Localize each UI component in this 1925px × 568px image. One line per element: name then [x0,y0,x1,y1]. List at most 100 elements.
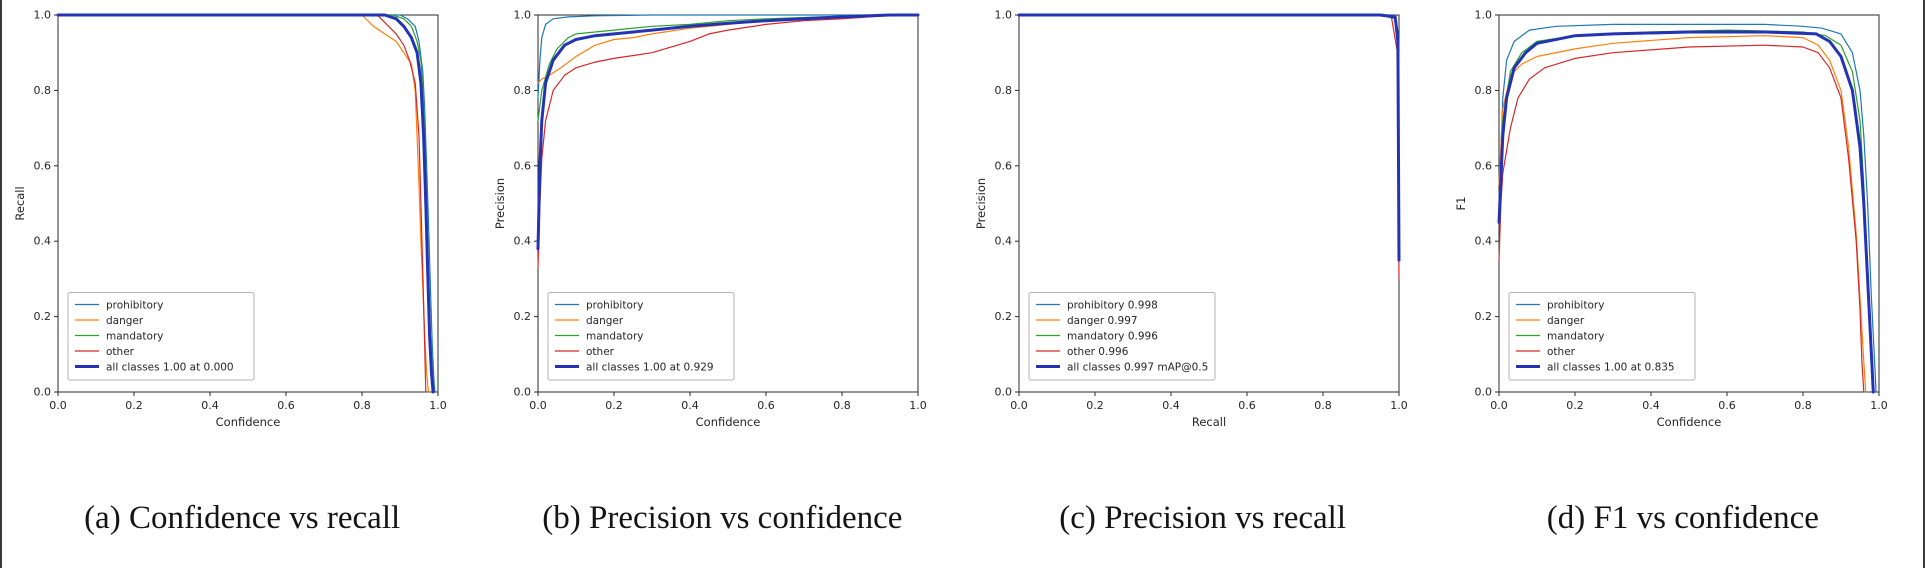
series-line-other [537,14,919,269]
series-line-all-classes-1-00-at-0-835 [1497,30,1875,394]
y-tick-label: 0.8 [994,84,1012,97]
series-line-prohibitory [537,14,919,99]
y-tick-label: 0.0 [994,386,1012,399]
series-line-all-classes-1-00-at-0-000 [56,13,435,394]
legend-label-danger: danger [106,315,144,327]
y-axis-label: F1 [1454,197,1468,211]
legend-label-mandatory-0-996: mandatory 0.996 [1067,330,1158,342]
x-tick-label: 1.0 [910,399,928,412]
y-tick-label: 0.8 [514,84,532,97]
legend-label-other: other [586,346,615,358]
legend-label-all-classes-1-00-at-0-000: all classes 1.00 at 0.000 [106,361,234,373]
y-tick-label: 0.4 [994,235,1012,248]
x-axis-label: Confidence [696,415,761,429]
y-tick-label: 1.0 [994,9,1012,22]
y-tick-label: 0.8 [34,84,52,97]
x-tick-label: 0.6 [277,399,295,412]
x-tick-label: 0.2 [1566,399,1584,412]
y-tick-label: 0.2 [1474,310,1492,323]
x-axis-label: Confidence [1656,415,1721,429]
y-tick-label: 0.2 [34,310,52,323]
y-axis-label: Recall [13,186,27,220]
legend: prohibitory 0.998 danger 0.997 mandatory 0… [1028,292,1215,381]
precision-vs-recall-chart: 0.0 0.2 0.4 0.6 0.8 1.0 0.0 0.2 0.4 0.6 0.8 1.0 Reca… [974,9,1408,430]
legend-label-danger: danger [586,315,624,327]
charts-row: 0.0 0.2 0.4 0.6 0.8 1.0 0.0 0.2 0.4 0.6 0.8 1.0 Conf… [2,6,1923,434]
legend-label-mandatory: mandatory [106,330,164,342]
y-tick-label: 0.2 [514,310,532,323]
x-tick-label: 0.0 [530,399,548,412]
series-line-mandatory [537,14,919,122]
x-tick-label: 0.8 [353,399,371,412]
legend: prohibitory danger mandatory other all class… [1508,292,1696,381]
x-tick-label: 0.4 [1162,399,1180,412]
y-tick-label: 1.0 [34,9,52,22]
recall-vs-confidence-chart: 0.0 0.2 0.4 0.6 0.8 1.0 0.0 0.2 0.4 0.6 0.8 1.0 Conf… [13,9,447,430]
x-tick-label: 0.4 [682,399,700,412]
caption-b: (b) Precision vs confidence [542,500,903,536]
x-axis-label: Confidence [216,415,281,429]
chart-panel-precision-vs-confidence: 0.0 0.2 0.4 0.6 0.8 1.0 0.0 0.2 0.4 0.6 0.8 1.0 Conf… [482,6,962,434]
f1-vs-confidence-chart: 0.0 0.2 0.4 0.6 0.8 1.0 0.0 0.2 0.4 0.6 0.8 1.0 Conf… [1454,9,1888,430]
legend-label-all-classes-1-00-at-0-929: all classes 1.00 at 0.929 [586,361,714,373]
y-tick-label: 0.0 [514,386,532,399]
legend-box [1028,292,1215,381]
plot-area: 0.0 0.2 0.4 0.6 0.8 1.0 0.0 0.2 0.4 0.6 0.8 1.0 Reca… [974,9,1408,430]
caption-c: (c) Precision vs recall [1059,500,1347,536]
x-tick-label: 1.0 [1870,399,1888,412]
legend-label-prohibitory: prohibitory [1547,299,1604,311]
x-axis-label: Recall [1191,415,1225,429]
y-tick-label: 0.4 [34,235,52,248]
x-tick-label: 0.8 [834,399,852,412]
x-tick-label: 0.2 [1086,399,1104,412]
y-tick-label: 0.6 [514,159,532,172]
chart-panel-f1-vs-confidence: 0.0 0.2 0.4 0.6 0.8 1.0 0.0 0.2 0.4 0.6 0.8 1.0 Conf… [1443,6,1923,434]
y-tick-label: 0.2 [994,310,1012,323]
y-tick-label: 0.6 [994,159,1012,172]
y-axis-label: Precision [493,178,507,229]
legend-label-danger-0-997: danger 0.997 [1067,315,1138,327]
chart-panel-precision-vs-recall: 0.0 0.2 0.4 0.6 0.8 1.0 0.0 0.2 0.4 0.6 0.8 1.0 Reca… [963,6,1443,434]
y-tick-label: 0.6 [34,159,52,172]
legend-label-prohibitory: prohibitory [586,299,643,311]
chart-panel-confidence-vs-recall: 0.0 0.2 0.4 0.6 0.8 1.0 0.0 0.2 0.4 0.6 0.8 1.0 Conf… [2,6,482,434]
plot-area: 0.0 0.2 0.4 0.6 0.8 1.0 0.0 0.2 0.4 0.6 0.8 1.0 Conf… [493,9,927,430]
caption-a: (a) Confidence vs recall [84,500,401,536]
y-tick-label: 1.0 [514,9,532,22]
x-tick-label: 0.4 [1642,399,1660,412]
plot-area: 0.0 0.2 0.4 0.6 0.8 1.0 0.0 0.2 0.4 0.6 0.8 1.0 Conf… [1454,9,1888,430]
legend-label-mandatory: mandatory [586,330,644,342]
legend-label-other: other [1547,346,1576,358]
legend-box [547,292,735,381]
y-tick-label: 0.8 [1474,84,1492,97]
y-tick-label: 0.6 [1474,159,1492,172]
legend-label-mandatory: mandatory [1547,330,1605,342]
legend-box [67,292,255,381]
y-tick-label: 0.4 [514,235,532,248]
x-tick-label: 1.0 [429,399,447,412]
series-line-other [1498,44,1865,393]
legend-label-prohibitory: prohibitory [106,299,163,311]
captions-row: (a) Confidence vs recall (b) Precision v… [2,500,1923,537]
legend-label-all-classes-0-997-map-0-5: all classes 0.997 mAP@0.5 [1067,361,1208,373]
x-tick-label: 0.4 [201,399,219,412]
plot-area: 0.0 0.2 0.4 0.6 0.8 1.0 0.0 0.2 0.4 0.6 0.8 1.0 Conf… [13,9,447,430]
legend-label-other-0-996: other 0.996 [1067,346,1129,358]
x-tick-label: 0.6 [1238,399,1256,412]
legend-label-all-classes-1-00-at-0-835: all classes 1.00 at 0.835 [1547,361,1675,373]
legend-label-prohibitory-0-998: prohibitory 0.998 [1067,299,1158,311]
precision-vs-confidence-chart: 0.0 0.2 0.4 0.6 0.8 1.0 0.0 0.2 0.4 0.6 0.8 1.0 Conf… [493,9,927,430]
legend-label-other: other [106,346,135,358]
x-tick-label: 0.8 [1794,399,1812,412]
x-tick-label: 0.0 [49,399,67,412]
x-tick-label: 0.2 [606,399,624,412]
y-tick-label: 0.0 [34,386,52,399]
x-tick-label: 0.0 [1490,399,1508,412]
series-line-prohibitory [1498,23,1877,393]
x-tick-label: 0.6 [758,399,776,412]
legend: prohibitory danger mandatory other all class… [547,292,735,381]
y-axis-label: Precision [974,178,988,229]
x-tick-label: 0.8 [1314,399,1332,412]
x-tick-label: 0.2 [125,399,143,412]
